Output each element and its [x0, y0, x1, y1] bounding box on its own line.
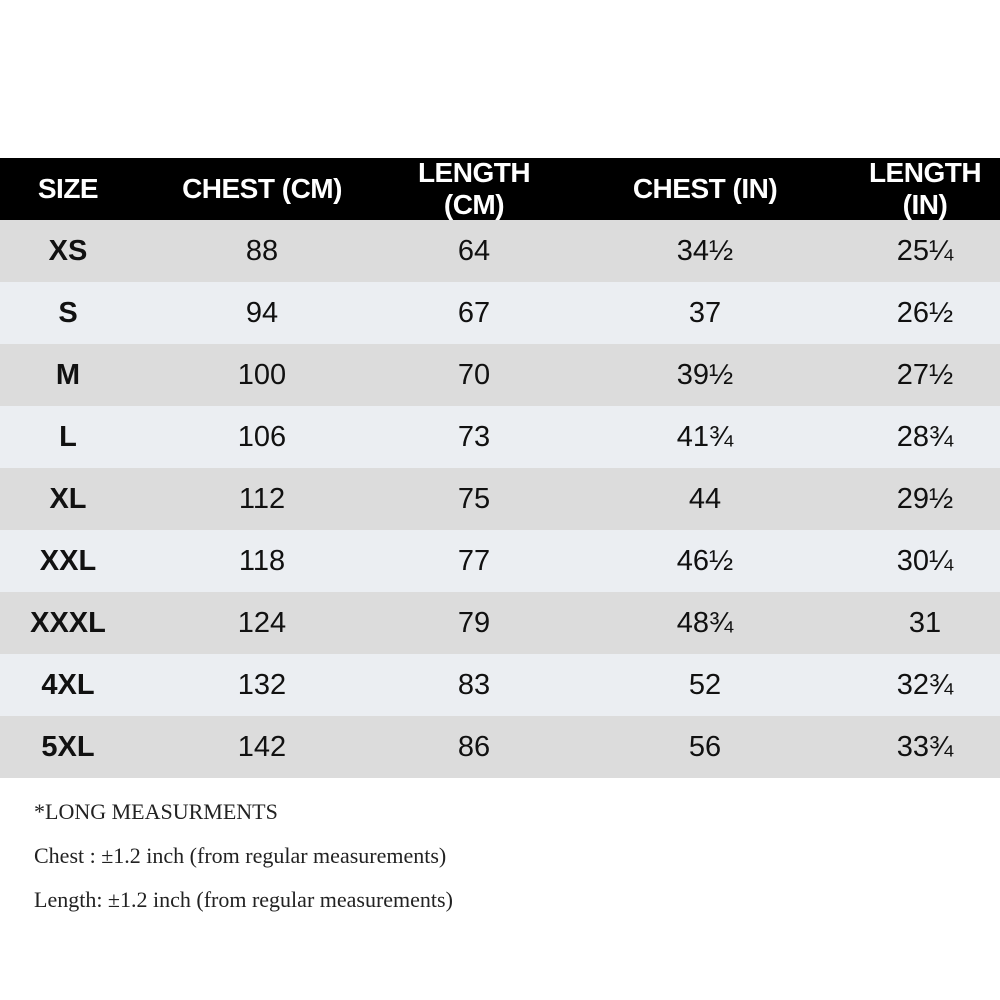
table-cell: 100: [237, 358, 287, 391]
table-cell: 118: [238, 544, 286, 577]
table-cell: 29½: [896, 482, 954, 515]
table-cell: XXL: [39, 544, 97, 577]
table-row: 5XL 142 86 56 33¾: [0, 716, 1000, 778]
table-cell: 56: [688, 730, 722, 763]
table-cell: 5XL: [41, 730, 95, 763]
table-cell: 88: [245, 234, 279, 267]
table-cell: 25¼: [896, 234, 954, 267]
table-cell: 73: [457, 420, 491, 453]
table-cell: 132: [237, 668, 287, 701]
size-table: SIZE CHEST (CM) LENGTH (CM) CHEST (IN) LENGT…: [0, 157, 1000, 778]
header-cell: LENGTH (CM): [417, 157, 531, 220]
table-cell: 27½: [896, 358, 954, 391]
note: *LONG MEASURMENTS: [34, 799, 278, 824]
table-cell: M: [55, 358, 81, 391]
note: Length: ±1.2 inch (from regular measurem…: [34, 887, 453, 912]
table-row: XXL 118 77 46½ 30¼: [0, 530, 1000, 592]
table-row: S 94 67 37 26½: [0, 282, 1000, 344]
table-cell: 28¾: [896, 420, 954, 453]
table-cell: 124: [237, 606, 287, 639]
table-cell: 64: [457, 234, 491, 267]
table-cell: L: [59, 420, 77, 453]
table-cell: 94: [245, 296, 279, 329]
table-cell: 31: [908, 606, 942, 639]
table-cell: XL: [49, 482, 87, 515]
table-row: M 100 70 39½ 27½: [0, 344, 1000, 406]
header-row: SIZE CHEST (CM) LENGTH (CM) CHEST (IN) LENGT…: [0, 157, 1000, 220]
table-row: XXXL 124 79 48¾ 31: [0, 592, 1000, 654]
table-row: XS 88 64 34½ 25¼: [0, 220, 1000, 282]
table-cell: 39½: [676, 358, 734, 391]
header-cell: CHEST (CM): [182, 173, 342, 204]
table-cell: XXXL: [30, 606, 106, 639]
table-cell: 46½: [676, 544, 734, 577]
table-row: XL 112 75 44 29½: [0, 468, 1000, 530]
table-cell: 44: [688, 482, 722, 515]
table-row: L 106 73 41¾ 28¾: [0, 406, 1000, 468]
note: Chest : ±1.2 inch (from regular measurem…: [34, 843, 447, 868]
table-cell: 67: [457, 296, 491, 329]
table-cell: 33¾: [896, 730, 954, 763]
header-cell: SIZE: [37, 173, 99, 204]
notes: *LONG MEASURMENTS Chest : ±1.2 inch (from…: [34, 796, 453, 928]
table-cell: 4XL: [41, 668, 95, 701]
header-cell: CHEST (IN): [632, 173, 778, 204]
table-cell: 75: [457, 482, 491, 515]
table-cell: 32¾: [896, 668, 954, 701]
table-cell: 142: [237, 730, 287, 763]
table-cell: 79: [457, 606, 491, 639]
table-cell: 41¾: [676, 420, 734, 453]
table-cell: 77: [457, 544, 491, 577]
table-cell: 86: [457, 730, 491, 763]
table-cell: 83: [457, 668, 491, 701]
table-cell: XS: [48, 234, 88, 267]
table-cell: 34½: [676, 234, 734, 267]
table-cell: S: [58, 296, 78, 329]
table-cell: 70: [457, 358, 491, 391]
table-cell: 30¼: [896, 544, 954, 577]
table-cell: 26½: [896, 296, 954, 329]
table-cell: 112: [238, 482, 286, 515]
header-cell: LENGTH (IN): [868, 157, 982, 220]
table-row: 4XL 132 83 52 32¾: [0, 654, 1000, 716]
table-cell: 48¾: [676, 606, 734, 639]
table-cell: 37: [688, 296, 722, 329]
table-cell: 52: [688, 668, 722, 701]
table-cell: 106: [237, 420, 287, 453]
